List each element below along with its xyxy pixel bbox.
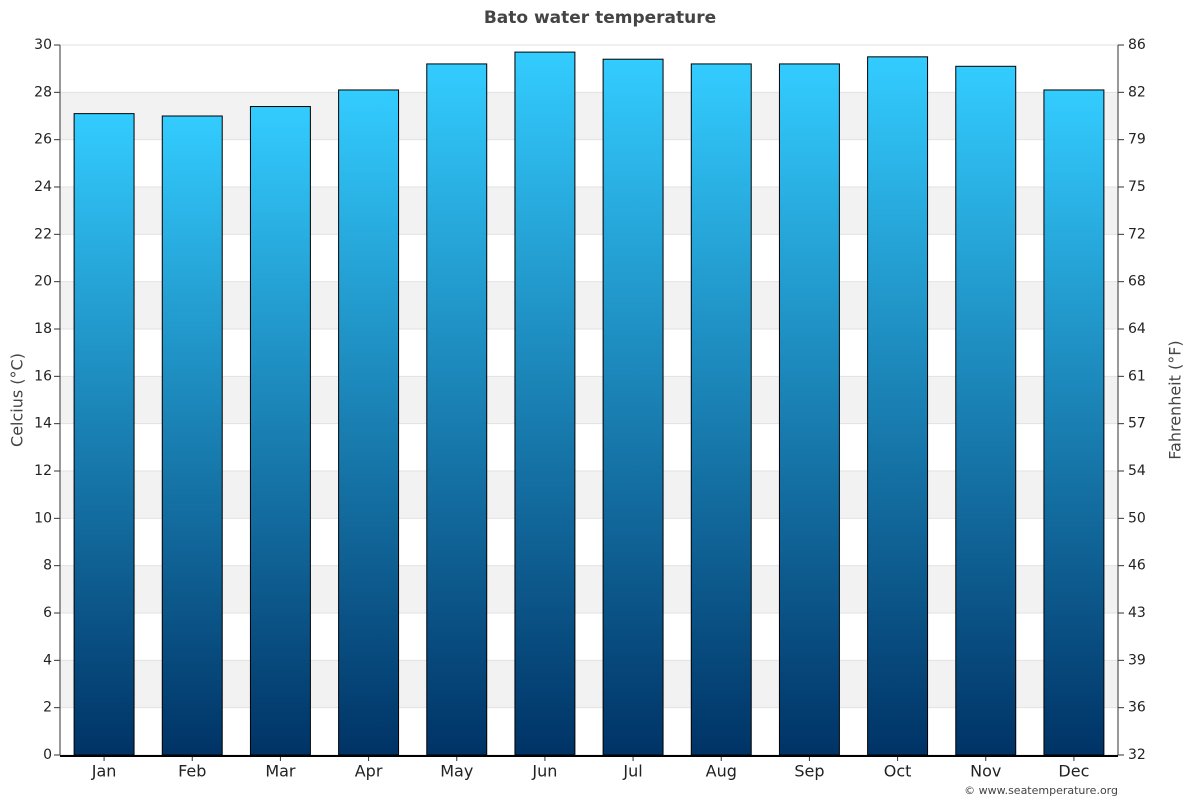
x-tick-label: Dec <box>1058 762 1089 781</box>
y-tick-label: 2 <box>43 700 52 716</box>
bar <box>867 56 929 756</box>
y2-axis-label: Fahrenheit (°F) <box>1166 340 1185 459</box>
y2-tick-label: 79 <box>1128 132 1146 148</box>
y-tick-label: 6 <box>43 605 52 621</box>
y2-tick-label: 75 <box>1128 179 1146 195</box>
bar <box>690 63 752 756</box>
y-tick-label: 8 <box>43 558 52 574</box>
x-tick-label: Aug <box>706 762 737 781</box>
y-tick-label: 4 <box>43 652 52 668</box>
y2-tick-label: 32 <box>1128 747 1146 763</box>
y-tick-label: 26 <box>34 132 52 148</box>
bar <box>602 58 664 756</box>
y2-tick-label: 46 <box>1128 558 1146 574</box>
grid-band <box>60 281 1118 329</box>
y2-tick-label: 82 <box>1128 84 1146 100</box>
y2-tick-label: 43 <box>1128 605 1146 621</box>
bar <box>514 51 576 756</box>
bar <box>778 63 840 756</box>
bar <box>338 89 400 756</box>
y-tick-label: 12 <box>34 463 52 479</box>
x-tick-label: Sep <box>794 762 824 781</box>
grid-band <box>60 92 1118 140</box>
y2-tick-label: 57 <box>1128 416 1146 432</box>
credit: © www.seatemperature.org <box>964 784 1118 797</box>
x-tick-label: Apr <box>355 762 383 781</box>
grid-band <box>60 660 1118 708</box>
y2-tick-label: 64 <box>1128 321 1146 337</box>
bar <box>249 106 311 756</box>
bar <box>426 63 488 756</box>
grid-band <box>60 376 1118 424</box>
y-axis-label: Celcius (°C) <box>8 353 27 447</box>
x-tick-label: Mar <box>265 762 296 781</box>
y2-tick-label: 54 <box>1128 463 1146 479</box>
y-tick-label: 20 <box>34 274 52 290</box>
y2-tick-label: 39 <box>1128 652 1146 668</box>
grid-band <box>60 187 1118 235</box>
y-tick-label: 28 <box>34 84 52 100</box>
x-tick-label: Jan <box>91 762 117 781</box>
y2-tick-label: 61 <box>1128 368 1146 384</box>
y-tick-label: 24 <box>34 179 52 195</box>
y2-tick-label: 86 <box>1128 37 1146 53</box>
y-tick-label: 14 <box>34 416 52 432</box>
x-tick-label: Oct <box>884 762 912 781</box>
x-tick-label: Jul <box>622 762 642 781</box>
y-tick-label: 18 <box>34 321 52 337</box>
y-tick-label: 16 <box>34 368 52 384</box>
x-tick-label: Nov <box>970 762 1001 781</box>
x-tick-label: May <box>440 762 473 781</box>
y2-tick-label: 36 <box>1128 700 1146 716</box>
bar <box>955 65 1017 756</box>
y2-tick-label: 68 <box>1128 274 1146 290</box>
grid-band <box>60 565 1118 613</box>
grid-band <box>60 471 1118 519</box>
x-tick-label: Jun <box>531 762 557 781</box>
y-tick-label: 10 <box>34 510 52 526</box>
chart-title: Bato water temperature <box>484 8 716 28</box>
bar <box>1043 89 1105 756</box>
x-tick-label: Feb <box>178 762 206 781</box>
y2-tick-label: 50 <box>1128 510 1146 526</box>
y-tick-label: 22 <box>34 226 52 242</box>
y-tick-label: 0 <box>43 747 52 763</box>
bar <box>73 113 135 756</box>
y2-tick-label: 72 <box>1128 226 1146 242</box>
bar <box>161 115 223 756</box>
y-tick-label: 30 <box>34 37 52 53</box>
